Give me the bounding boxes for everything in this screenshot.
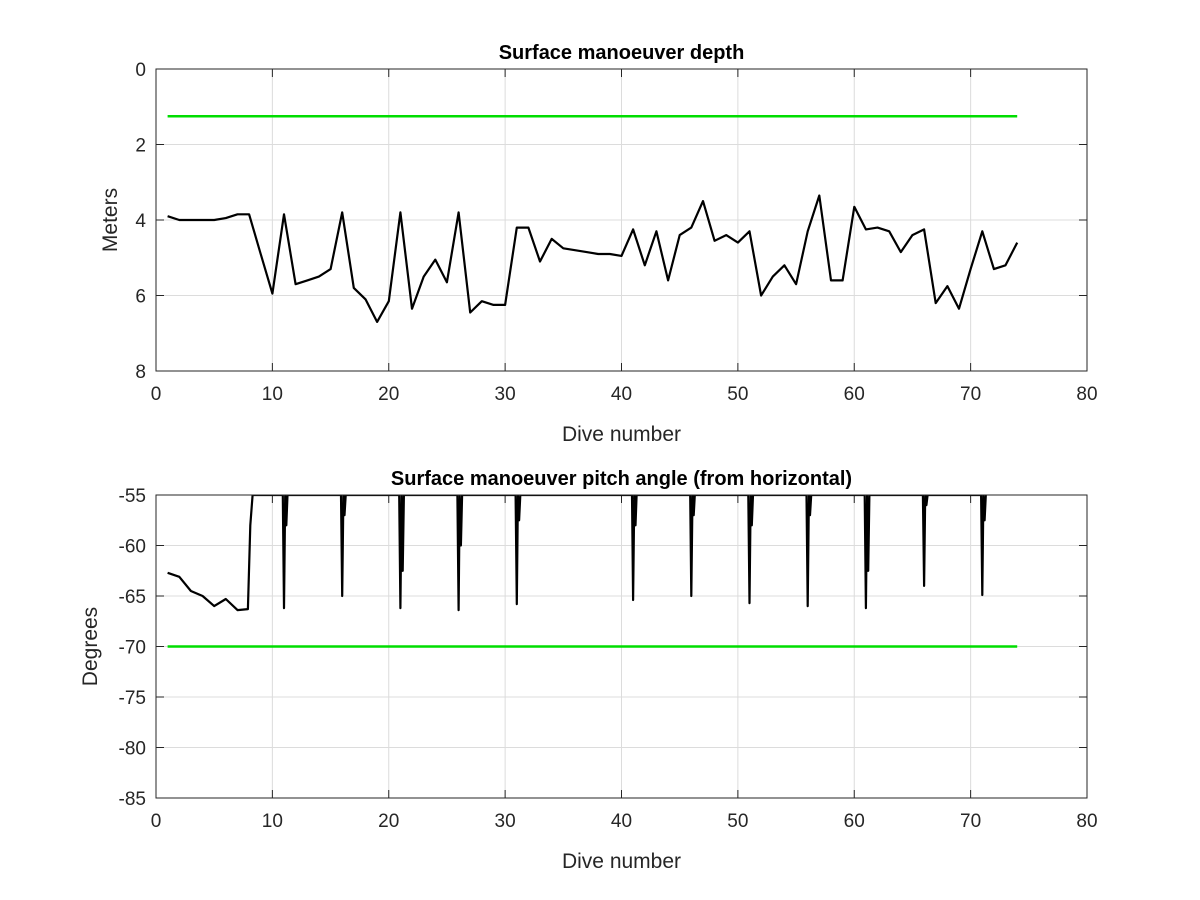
pitch-x-tick-label: 60 [844,811,865,832]
pitch-y-tick-label: -65 [119,587,146,608]
depth-panel: 0 10 20 30 40 50 60 70 80 0 2 4 6 8 Surface manoeuver … [99,42,1098,446]
depth-x-tick-label: 80 [1076,384,1097,405]
pitch-y-tick-label: -70 [119,638,146,659]
depth-y-axis-label: Meters [99,188,122,252]
depth-axes-box [155,68,1088,372]
pitch-ticks: 0 10 20 30 40 50 60 70 80 -55 -60 -65 -70 -75 -80 -85 [119,486,1098,832]
pitch-y-tick-label: -60 [119,537,146,558]
depth-x-tick-label: 0 [151,384,162,405]
depth-x-axis-label: Dive number [562,423,681,446]
pitch-x-tick-label: 80 [1076,811,1097,832]
pitch-y-tick-label: -55 [119,486,146,507]
pitch-axes-box [155,494,1088,799]
pitch-panel: 0 10 20 30 40 50 60 70 80 -55 -60 -65 -70 -75 -80 -85 Su… [79,468,1098,873]
depth-x-tick-label: 20 [378,384,399,405]
pitch-x-tick-label: 0 [151,811,162,832]
depth-y-tick-label: 0 [135,60,146,81]
depth-x-tick-label: 70 [960,384,981,405]
pitch-x-tick-label: 40 [611,811,632,832]
pitch-y-axis-label: Degrees [79,607,102,686]
depth-x-tick-label: 40 [611,384,632,405]
depth-x-tick-label: 30 [495,384,516,405]
depth-x-tick-label: 60 [844,384,865,405]
depth-grid [155,68,1088,372]
pitch-x-tick-label: 30 [495,811,516,832]
depth-series [167,114,1019,323]
depth-x-tick-label: 50 [727,384,748,405]
pitch-data-line [167,495,987,612]
pitch-title: Surface manoeuver pitch angle (from hori… [391,468,852,490]
pitch-y-tick-label: -85 [119,789,146,810]
depth-y-tick-label: 6 [135,287,146,308]
pitch-x-tick-label: 10 [262,811,283,832]
depth-x-tick-label: 10 [262,384,283,405]
depth-y-tick-label: 4 [135,211,146,232]
depth-ticks: 0 10 20 30 40 50 60 70 80 0 2 4 6 8 [135,60,1097,405]
pitch-series [167,495,1018,648]
depth-y-tick-label: 8 [135,362,146,383]
depth-y-tick-label: 2 [135,136,146,157]
pitch-x-tick-label: 70 [960,811,981,832]
pitch-x-axis-label: Dive number [562,850,681,873]
pitch-x-tick-label: 50 [727,811,748,832]
depth-data-line [167,194,1019,323]
depth-title: Surface manoeuver depth [499,42,745,64]
pitch-y-tick-label: -80 [119,739,146,760]
pitch-y-tick-label: -75 [119,688,146,709]
pitch-x-tick-label: 20 [378,811,399,832]
